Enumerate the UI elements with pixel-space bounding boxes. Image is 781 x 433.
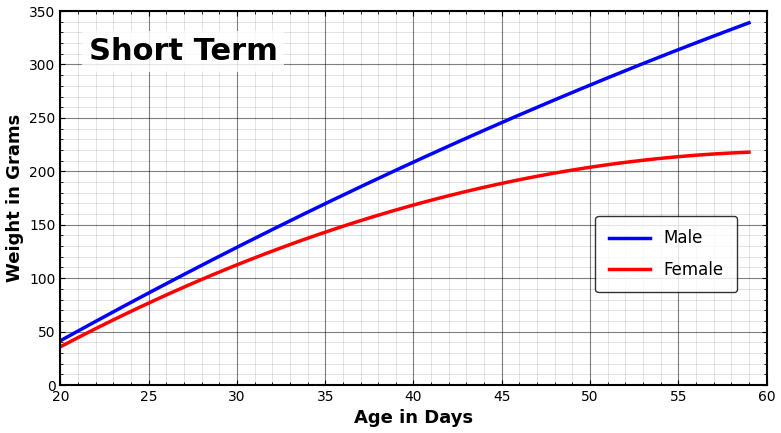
Female [620, 160, 629, 165]
Male [387, 170, 396, 175]
Male [728, 26, 737, 32]
Male [383, 171, 392, 177]
Female [55, 344, 65, 349]
Female [428, 197, 437, 202]
Line: Male: Male [60, 23, 749, 341]
Male [428, 151, 437, 156]
Y-axis label: Weight in Grams: Weight in Grams [5, 114, 23, 282]
Male [620, 68, 629, 74]
Female [744, 149, 754, 155]
Text: Short Term: Short Term [88, 37, 277, 66]
X-axis label: Age in Days: Age in Days [354, 410, 473, 427]
Female [465, 188, 475, 193]
Line: Female: Female [60, 152, 749, 347]
Legend: Male, Female: Male, Female [595, 216, 737, 292]
Male [55, 338, 65, 343]
Male [465, 134, 475, 139]
Female [383, 210, 392, 215]
Female [387, 209, 396, 214]
Male [744, 20, 754, 26]
Female [728, 150, 737, 155]
